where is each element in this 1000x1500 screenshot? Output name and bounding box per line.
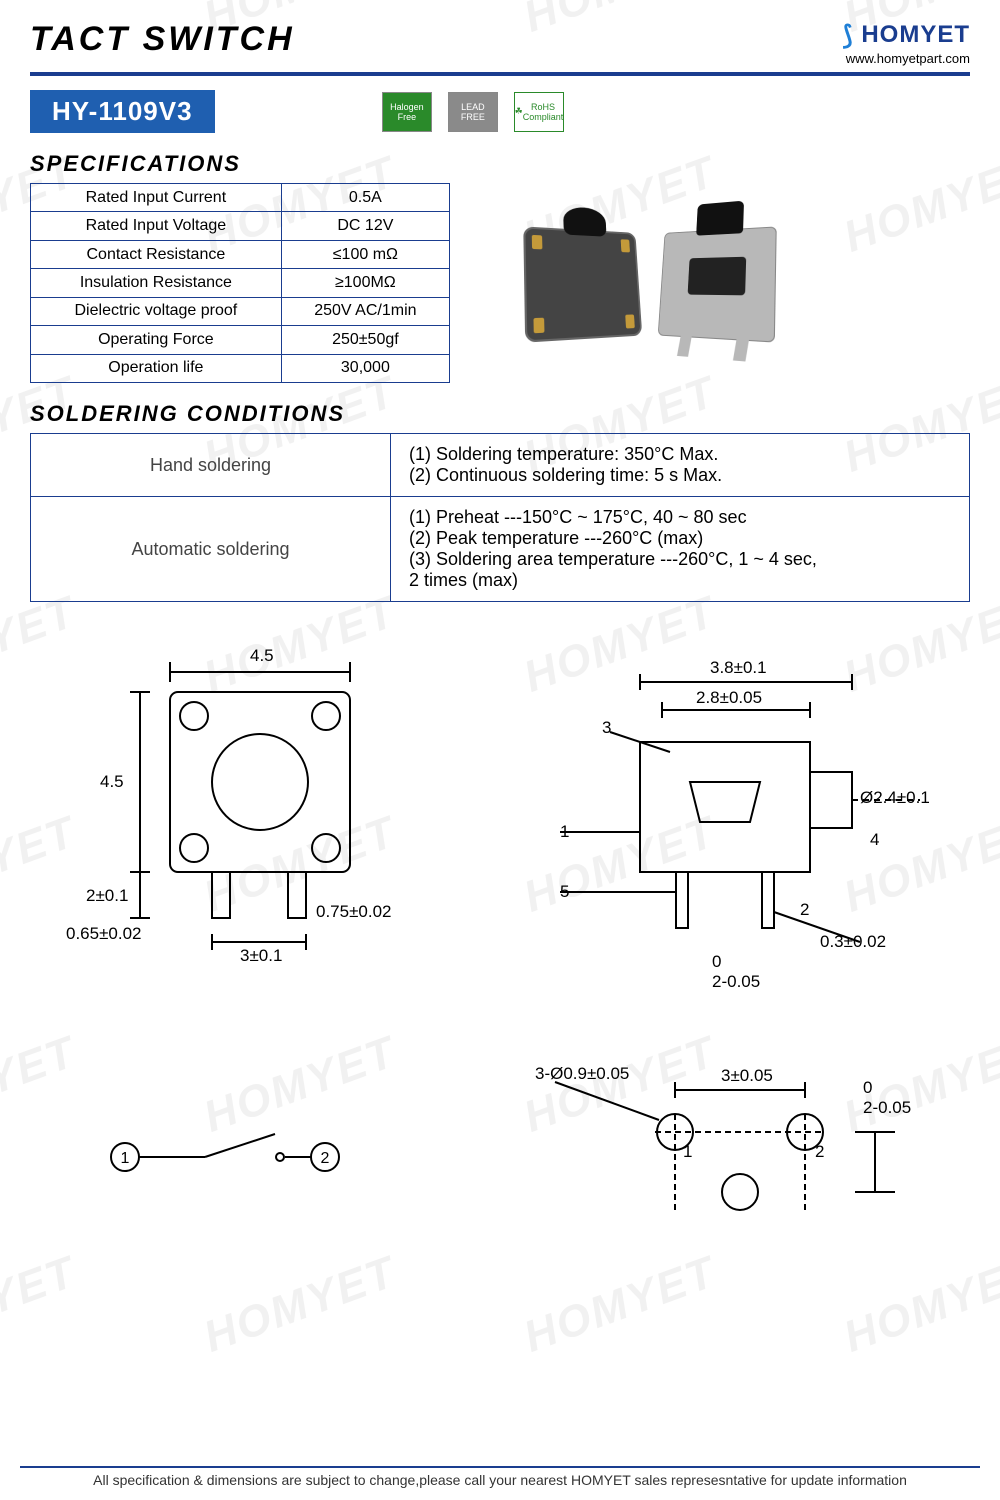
model-number: HY-1109V3 xyxy=(30,90,215,133)
footprint-drawing: 3-Ø0.9±0.05 3±0.05 0 2-0.05 1 2 xyxy=(525,1062,925,1232)
table-row: Automatic soldering(1) Preheat ---150°C … xyxy=(31,497,970,602)
page-title: TACT SWITCH xyxy=(30,20,295,59)
header-divider xyxy=(30,72,970,76)
soldering-heading: SOLDERING CONDITIONS xyxy=(30,401,970,427)
specifications-table: Rated Input Current0.5ARated Input Volta… xyxy=(30,183,450,383)
schematic-symbol: 1 2 xyxy=(75,1102,375,1192)
table-row: Operating Force250±50gf xyxy=(31,326,450,354)
rohs-badge: ☘ RoHS Compliant xyxy=(514,92,564,132)
product-photo xyxy=(480,183,820,383)
soldering-table: Hand soldering(1) Soldering temperature:… xyxy=(30,433,970,602)
svg-text:1: 1 xyxy=(121,1150,130,1167)
table-row: Contact Resistance≤100 mΩ xyxy=(31,240,450,268)
front-drawing: 4.5 4.5 2±0.1 0.65±0.02 0.75±0.02 3±0.1 xyxy=(60,632,420,962)
brand-logo: ⟆ HOMYET www.homyetpart.com xyxy=(843,20,971,66)
table-row: Rated Input Current0.5A xyxy=(31,184,450,212)
lead-free-badge: LEAD FREE xyxy=(448,92,498,132)
table-row: Rated Input VoltageDC 12V xyxy=(31,212,450,240)
table-row: Hand soldering(1) Soldering temperature:… xyxy=(31,434,970,497)
footer-disclaimer: All specification & dimensions are subje… xyxy=(20,1466,980,1488)
table-row: Operation life30,000 xyxy=(31,354,450,382)
table-row: Insulation Resistance≥100MΩ xyxy=(31,269,450,297)
svg-text:2: 2 xyxy=(321,1150,330,1167)
side-drawing: 3.8±0.1 2.8±0.05 Ø2.4±0.1 0.3±0.02 0 2-0… xyxy=(520,632,940,992)
brand-url: www.homyetpart.com xyxy=(843,51,971,66)
specifications-heading: SPECIFICATIONS xyxy=(30,151,970,177)
table-row: Dielectric voltage proof250V AC/1min xyxy=(31,297,450,325)
halogen-free-badge: Halogen Free xyxy=(382,92,432,132)
